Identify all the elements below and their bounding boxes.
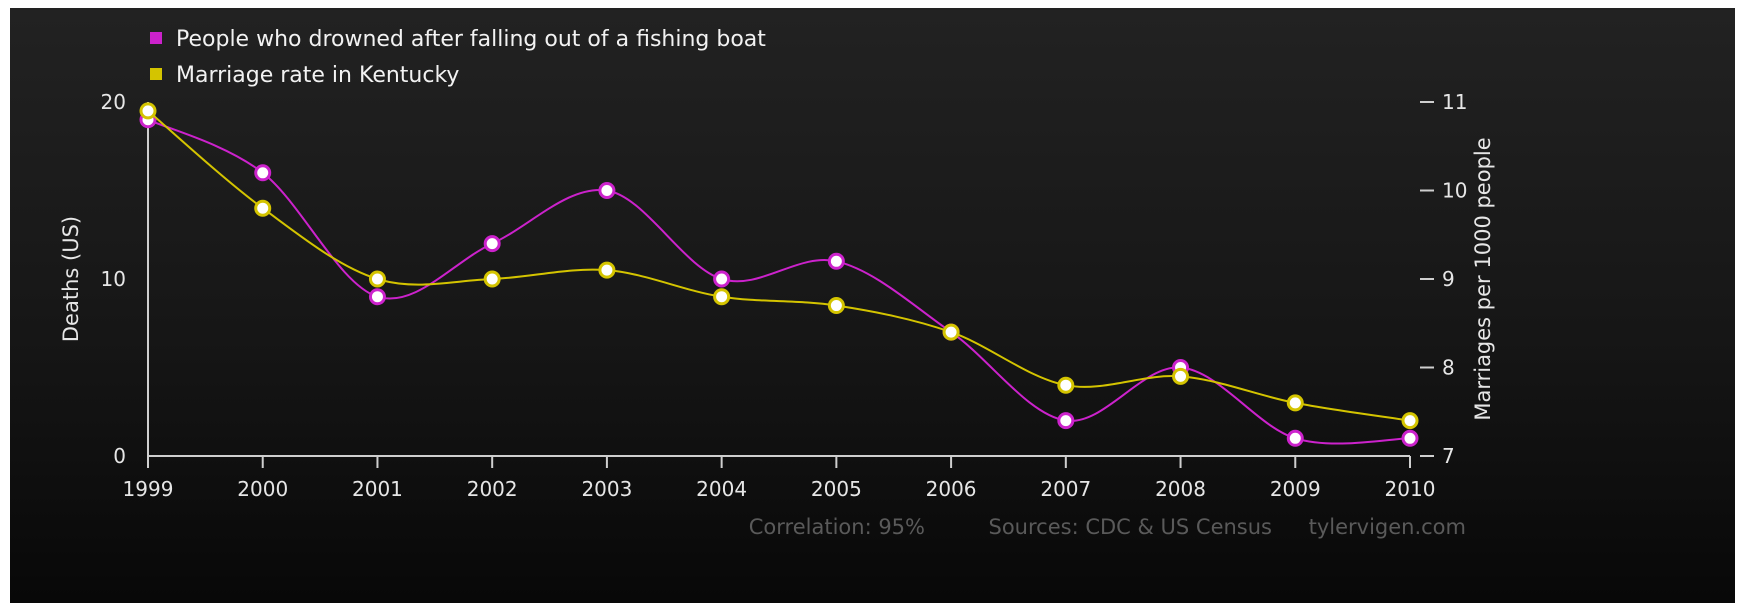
right-axis-ticks: 7 8 9 10 11	[1420, 90, 1467, 468]
site-text: tylervigen.com	[1309, 515, 1466, 539]
sources-text: Sources: CDC & US Census	[989, 515, 1273, 539]
right-tick-label-7: 7	[1442, 444, 1455, 468]
left-tick-label-0: 0	[113, 444, 126, 468]
x-tick-label-2005: 2005	[811, 477, 862, 501]
data-point-marriage-2003	[598, 261, 616, 279]
dual-axis-line-chart: People who drowned after falling out of …	[59, 27, 1495, 539]
data-point-marriage-2008	[1172, 367, 1190, 385]
correlation-text: Correlation: 95%	[749, 515, 925, 539]
x-tick-label-2001: 2001	[352, 477, 403, 501]
right-tick-label-9: 9	[1442, 267, 1455, 291]
data-point-drownings-2004	[713, 270, 731, 288]
data-point-drownings-2003	[598, 182, 616, 199]
data-point-marriage-2005	[827, 297, 845, 315]
data-point-drownings-2005	[827, 252, 845, 270]
series-drownings	[139, 111, 1419, 447]
x-tick-label-1999: 1999	[123, 477, 174, 501]
x-tick-label-2007: 2007	[1040, 477, 1091, 501]
data-point-marriage-2009	[1286, 394, 1304, 412]
legend-swatch-marriage	[150, 68, 162, 80]
legend-label-drownings: People who drowned after falling out of …	[176, 27, 766, 52]
data-point-drownings-2001	[368, 288, 386, 306]
series-line-drownings	[147, 118, 1411, 445]
right-tick-label-8: 8	[1442, 356, 1455, 380]
data-point-drownings-2000	[254, 164, 272, 182]
data-point-drownings-2002	[483, 235, 501, 253]
series-marriage	[139, 102, 1419, 430]
x-tick-label-2009: 2009	[1270, 477, 1321, 501]
footer: Correlation: 95% Sources: CDC & US Censu…	[749, 515, 1466, 539]
x-tick-label-2000: 2000	[237, 477, 288, 501]
chart-frame: People who drowned after falling out of …	[10, 8, 1735, 603]
left-axis-title: Deaths (US)	[59, 216, 83, 342]
left-axis-ticks: 0 10 20	[101, 90, 126, 468]
x-tick-label-2008: 2008	[1155, 477, 1206, 501]
x-axis-ticks: 1999 2000 2001 2002 2003 2004 2005 2006 2007 2008…	[123, 456, 1436, 501]
data-point-marriage-2004	[713, 288, 731, 306]
data-point-marriage-1999	[139, 102, 157, 120]
x-tick-label-2006: 2006	[926, 477, 977, 501]
data-point-marriage-2001	[368, 270, 386, 288]
right-tick-label-10: 10	[1442, 179, 1467, 203]
legend: People who drowned after falling out of …	[150, 27, 766, 88]
left-tick-label-20: 20	[101, 90, 126, 114]
left-tick-label-10: 10	[101, 267, 126, 291]
legend-label-marriage: Marriage rate in Kentucky	[176, 63, 459, 88]
x-tick-label-2002: 2002	[467, 477, 518, 501]
x-tick-label-2010: 2010	[1385, 477, 1436, 501]
x-tick-label-2003: 2003	[581, 477, 632, 501]
legend-swatch-drownings	[150, 32, 162, 44]
right-tick-label-11: 11	[1442, 90, 1467, 114]
data-point-marriage-2007	[1057, 376, 1075, 394]
data-point-drownings-2009	[1286, 429, 1304, 447]
data-point-marriage-2006	[942, 323, 960, 341]
series-layer	[139, 102, 1419, 447]
data-point-marriage-2000	[254, 199, 272, 217]
x-tick-label-2004: 2004	[696, 477, 747, 501]
data-point-drownings-2010	[1401, 429, 1419, 447]
data-point-marriage-2002	[483, 270, 501, 288]
data-point-drownings-2007	[1057, 412, 1075, 430]
data-point-marriage-2010	[1401, 412, 1419, 430]
right-axis-title: Marriages per 1000 people	[1471, 137, 1495, 420]
series-line-marriage	[147, 110, 1411, 422]
